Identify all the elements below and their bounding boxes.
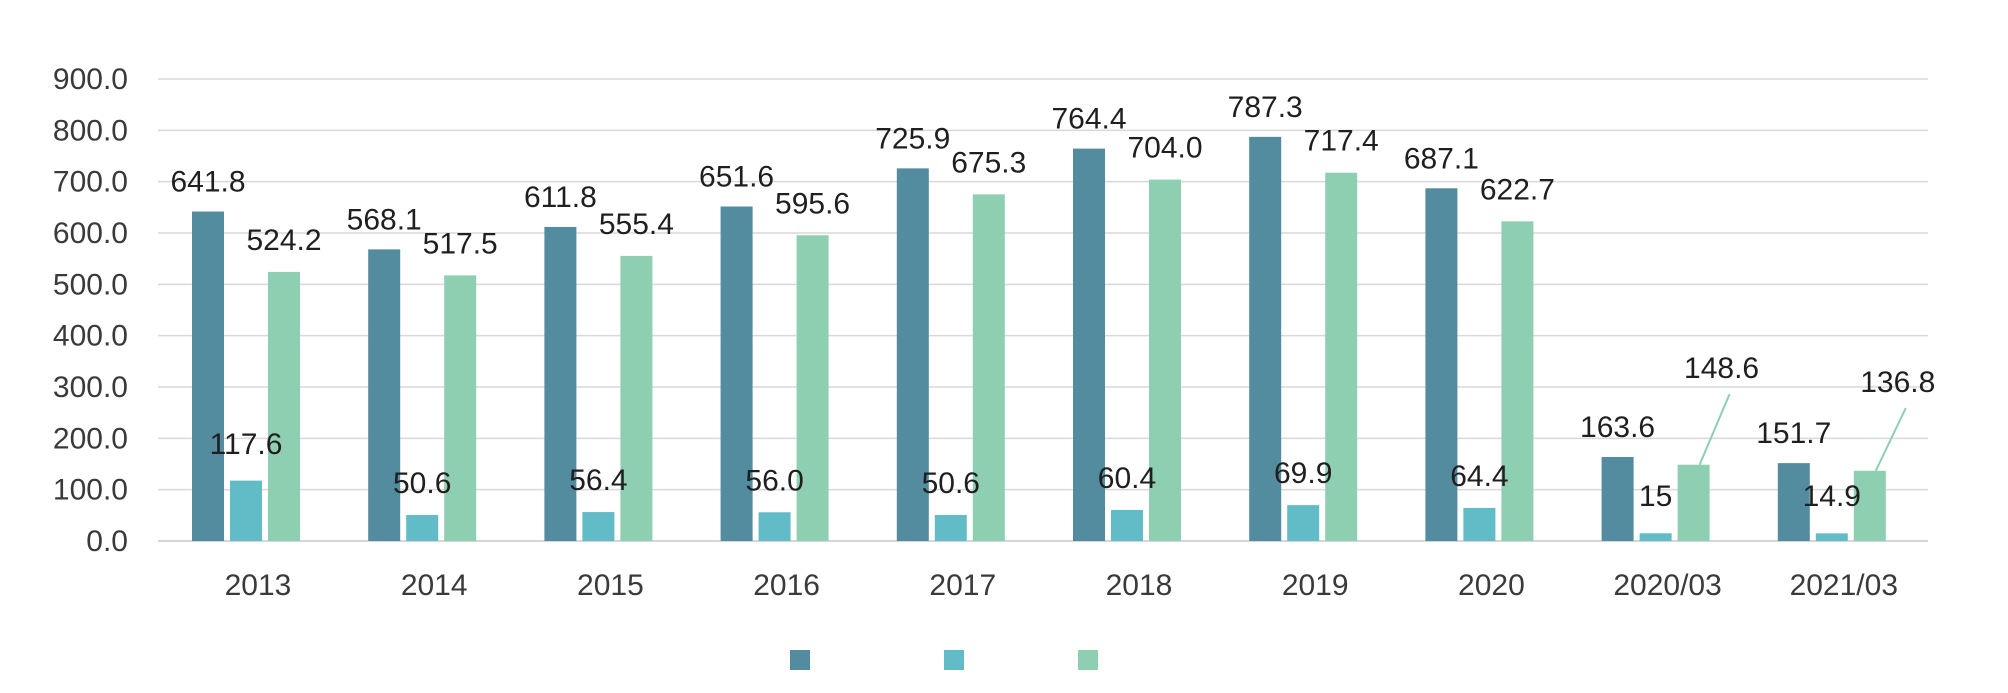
data-label-series-2: 50.6	[393, 467, 451, 500]
bar-2018-series-3	[1149, 179, 1181, 541]
data-label-series-1: 641.8	[170, 166, 245, 199]
data-label-series-3: 517.5	[423, 227, 498, 260]
bar-2014-series-2	[406, 515, 439, 541]
bar-2015-series-3	[620, 255, 653, 542]
label-leader-line	[1874, 407, 1907, 472]
bar-2019-series-3	[1325, 172, 1358, 541]
data-label-series-2: 56.4	[569, 464, 627, 497]
bar-2018-series-2	[1111, 509, 1143, 541]
y-tick-label: 700.0	[53, 166, 128, 199]
data-label-series-1: 651.6	[699, 161, 774, 194]
bar-2013-series-3	[268, 271, 300, 541]
data-label-series-2: 15	[1639, 480, 1672, 513]
x-tick-label: 2014	[401, 569, 468, 602]
data-label-series-1: 787.3	[1228, 91, 1303, 124]
bar-2017-series-2	[934, 515, 967, 541]
data-label-series-3: 136.8	[1860, 366, 1935, 399]
data-label-series-2: 50.6	[922, 467, 980, 500]
bar-2014-series-3	[444, 275, 477, 541]
bar-2015-series-1	[544, 226, 577, 541]
y-tick-label: 100.0	[53, 474, 128, 507]
data-label-series-3: 622.7	[1480, 173, 1555, 206]
x-tick-label: 2020/03	[1613, 569, 1721, 602]
y-tick-label: 0.0	[86, 525, 128, 558]
bar-2020-03-series-3	[1677, 464, 1710, 541]
legend-swatch-series-1	[790, 650, 810, 670]
bar-2020-03-series-1	[1601, 457, 1634, 541]
bars	[192, 136, 1886, 542]
y-tick-label: 900.0	[53, 63, 128, 96]
bar-2016-series-1	[720, 206, 753, 541]
data-label-series-3: 148.6	[1684, 352, 1759, 385]
bar-2021-03-series-3	[1853, 470, 1886, 541]
x-tick-label: 2021/03	[1790, 569, 1898, 602]
y-tick-label: 400.0	[53, 320, 128, 353]
bar-2018-series-1	[1073, 148, 1105, 541]
bar-2017-series-1	[896, 168, 929, 541]
bar-2019-series-2	[1287, 505, 1320, 541]
x-tick-label: 2017	[929, 569, 996, 602]
legend-swatch-series-2	[944, 650, 964, 670]
data-label-series-1: 151.7	[1756, 417, 1831, 450]
data-label-series-2: 117.6	[210, 428, 283, 461]
data-label-series-1: 687.1	[1404, 142, 1479, 175]
bar-2020-series-1	[1425, 188, 1458, 541]
bar-2016-series-3	[796, 235, 829, 541]
data-label-series-2: 60.4	[1098, 462, 1156, 495]
x-tick-label: 2015	[577, 569, 644, 602]
bar-2013-series-2	[230, 480, 262, 541]
bar-2021-03-series-2	[1815, 533, 1848, 541]
data-label-series-3: 595.6	[775, 187, 850, 220]
x-tick-label: 2018	[1106, 569, 1173, 602]
bar-2013-series-1	[192, 211, 224, 541]
y-tick-label: 600.0	[53, 217, 128, 250]
bar-2020-03-series-2	[1639, 533, 1672, 541]
bar-2016-series-2	[758, 512, 791, 541]
y-tick-label: 500.0	[53, 268, 128, 301]
data-label-series-2: 14.9	[1803, 480, 1861, 513]
bar-2020-series-3	[1501, 221, 1534, 541]
bar-2017-series-3	[972, 194, 1005, 541]
x-tick-label: 2019	[1282, 569, 1349, 602]
data-label-series-3: 717.4	[1304, 125, 1379, 158]
data-label-series-2: 69.9	[1274, 457, 1332, 490]
x-tick-label: 2013	[225, 569, 292, 602]
data-label-series-2: 64.4	[1450, 460, 1508, 493]
data-label-series-3: 555.4	[599, 208, 674, 241]
x-tick-label: 2020	[1458, 569, 1525, 602]
data-label-series-2: 56.0	[745, 464, 803, 497]
bar-2021-03-series-1	[1777, 463, 1810, 541]
bar-2014-series-1	[368, 249, 401, 541]
bar-2020-series-2	[1463, 507, 1496, 541]
data-label-series-1: 163.6	[1580, 411, 1655, 444]
y-tick-label: 800.0	[53, 114, 128, 147]
data-label-series-1: 611.8	[524, 181, 597, 214]
y-tick-label: 300.0	[53, 371, 128, 404]
label-leader-line	[1698, 393, 1731, 466]
x-axis-ticks: 2013 2014 2015 2016 2017 2018 2019 2020 2020/03 2…	[225, 569, 1898, 602]
data-label-series-3: 524.2	[246, 224, 321, 257]
x-tick-label: 2016	[753, 569, 820, 602]
data-label-series-1: 764.4	[1051, 103, 1126, 136]
y-tick-label: 200.0	[53, 422, 128, 455]
legend	[790, 650, 1098, 670]
data-label-series-3: 704.0	[1127, 132, 1202, 165]
y-axis-ticks: 0.0 100.0 200.0 300.0 400.0 500.0 600.0 700.0 80…	[53, 63, 128, 558]
data-label-series-1: 725.9	[875, 122, 950, 155]
data-label-series-3: 675.3	[951, 146, 1026, 179]
bar-2015-series-2	[582, 512, 615, 541]
bar-2019-series-1	[1249, 136, 1282, 541]
legend-swatch-series-3	[1078, 650, 1098, 670]
data-label-series-1: 568.1	[347, 203, 422, 236]
data-labels: 641.8 117.6 524.2 568.1 50.6 517.5 611.8 56.4 55…	[170, 91, 1935, 513]
